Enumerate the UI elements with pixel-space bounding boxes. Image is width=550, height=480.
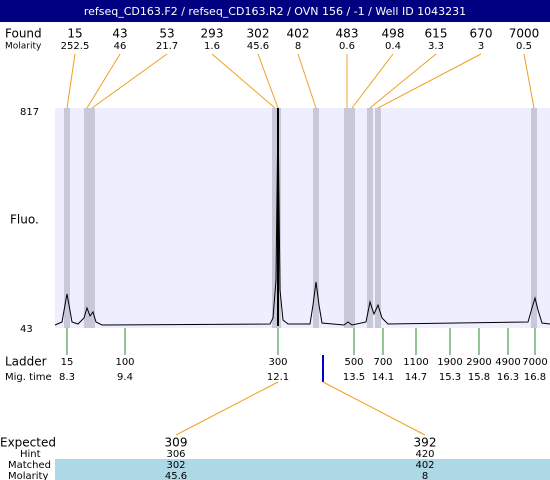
found-size: 402 — [287, 27, 310, 41]
expected-link — [322, 381, 426, 436]
y-min-label: 43 — [20, 324, 33, 335]
peak-link — [66, 53, 76, 109]
mig-time: 8.3 — [59, 372, 75, 383]
ladder-size: 7000 — [522, 357, 547, 368]
mig-time: 12.1 — [267, 372, 289, 383]
mig-time-label: Mig. time — [5, 372, 52, 383]
trace — [54, 109, 550, 326]
found-molarity: 21.7 — [156, 41, 178, 52]
matched-molarity: 8 — [422, 471, 428, 480]
mig-time: 14.7 — [405, 372, 427, 383]
found-molarity: 252.5 — [61, 41, 90, 52]
ladder-size: 500 — [344, 357, 363, 368]
matched-molarity: 45.6 — [165, 471, 187, 480]
found-molarity: 3 — [478, 41, 484, 52]
found-size: 302 — [247, 27, 270, 41]
found-molarity: 0.5 — [516, 41, 532, 52]
peak-band — [64, 108, 70, 328]
ladder-size: 2900 — [466, 357, 491, 368]
peak-band — [344, 108, 350, 328]
found-molarity: 0.4 — [385, 41, 401, 52]
matched-value: 302 — [166, 460, 185, 471]
ladder-size: 15 — [61, 357, 74, 368]
found-molarity: 46 — [114, 41, 127, 52]
found-label: Found — [5, 27, 42, 41]
ladder-size: 700 — [373, 357, 392, 368]
peak-band — [89, 108, 95, 328]
mig-time: 13.5 — [343, 372, 365, 383]
ladder-size: 100 — [115, 357, 134, 368]
found-size: 498 — [382, 27, 405, 41]
expected-link — [175, 381, 279, 436]
mig-time: 15.8 — [468, 372, 490, 383]
mig-time: 14.1 — [372, 372, 394, 383]
title: refseq_CD163.F2 / refseq_CD163.R2 / OVN … — [84, 5, 466, 18]
peak-link — [91, 53, 168, 109]
found-molarity: 0.6 — [339, 41, 355, 52]
found-molarity: 8 — [295, 41, 301, 52]
hint-label: Hint — [20, 449, 41, 460]
expected-value: 392 — [414, 436, 437, 450]
peak-link — [211, 53, 276, 109]
peak-band — [349, 108, 355, 328]
peak-link — [369, 53, 437, 109]
peak-link — [86, 53, 121, 109]
found-size: 7000 — [509, 27, 540, 41]
peak-link — [351, 53, 394, 109]
found-size: 483 — [336, 27, 359, 41]
peak-band — [375, 108, 381, 328]
y-max-label: 817 — [20, 107, 39, 118]
mig-time: 15.3 — [439, 372, 461, 383]
found-size: 53 — [159, 27, 174, 41]
expected-value: 309 — [165, 436, 188, 450]
hint-value: 420 — [415, 449, 434, 460]
peak-link — [297, 53, 317, 109]
found-size: 293 — [201, 27, 224, 41]
peak-link — [523, 53, 535, 109]
ladder-size: 300 — [268, 357, 287, 368]
peak-band — [367, 108, 373, 328]
plot-area — [55, 108, 550, 328]
ladder-size: 1900 — [437, 357, 462, 368]
peak-band — [84, 108, 90, 328]
matched-label: Matched — [8, 460, 51, 471]
found-molarity: 1.6 — [204, 41, 220, 52]
molarity-label: Molarity — [5, 42, 42, 52]
peak-link — [377, 53, 482, 109]
ladder-size: 1100 — [403, 357, 428, 368]
expected-label: Expected — [0, 436, 56, 450]
peak-band — [531, 108, 537, 328]
found-size: 670 — [470, 27, 493, 41]
found-molarity: 45.6 — [247, 41, 269, 52]
expected-molarity-label: Molarity — [8, 471, 48, 480]
mig-time: 9.4 — [117, 372, 133, 383]
ladder-size: 4900 — [495, 357, 520, 368]
ladder-label: Ladder — [5, 355, 47, 369]
y-axis-label: Fluo. — [10, 213, 39, 227]
mig-time: 16.3 — [497, 372, 519, 383]
found-size: 615 — [425, 27, 448, 41]
mig-time: 16.8 — [524, 372, 546, 383]
peak-band — [313, 108, 319, 328]
matched-band — [55, 459, 550, 480]
peak-link — [257, 53, 279, 109]
found-size: 15 — [67, 27, 82, 41]
title-bar — [0, 0, 550, 22]
found-molarity: 3.3 — [428, 41, 444, 52]
hint-value: 306 — [166, 449, 185, 460]
found-size: 43 — [112, 27, 127, 41]
matched-value: 402 — [415, 460, 434, 471]
